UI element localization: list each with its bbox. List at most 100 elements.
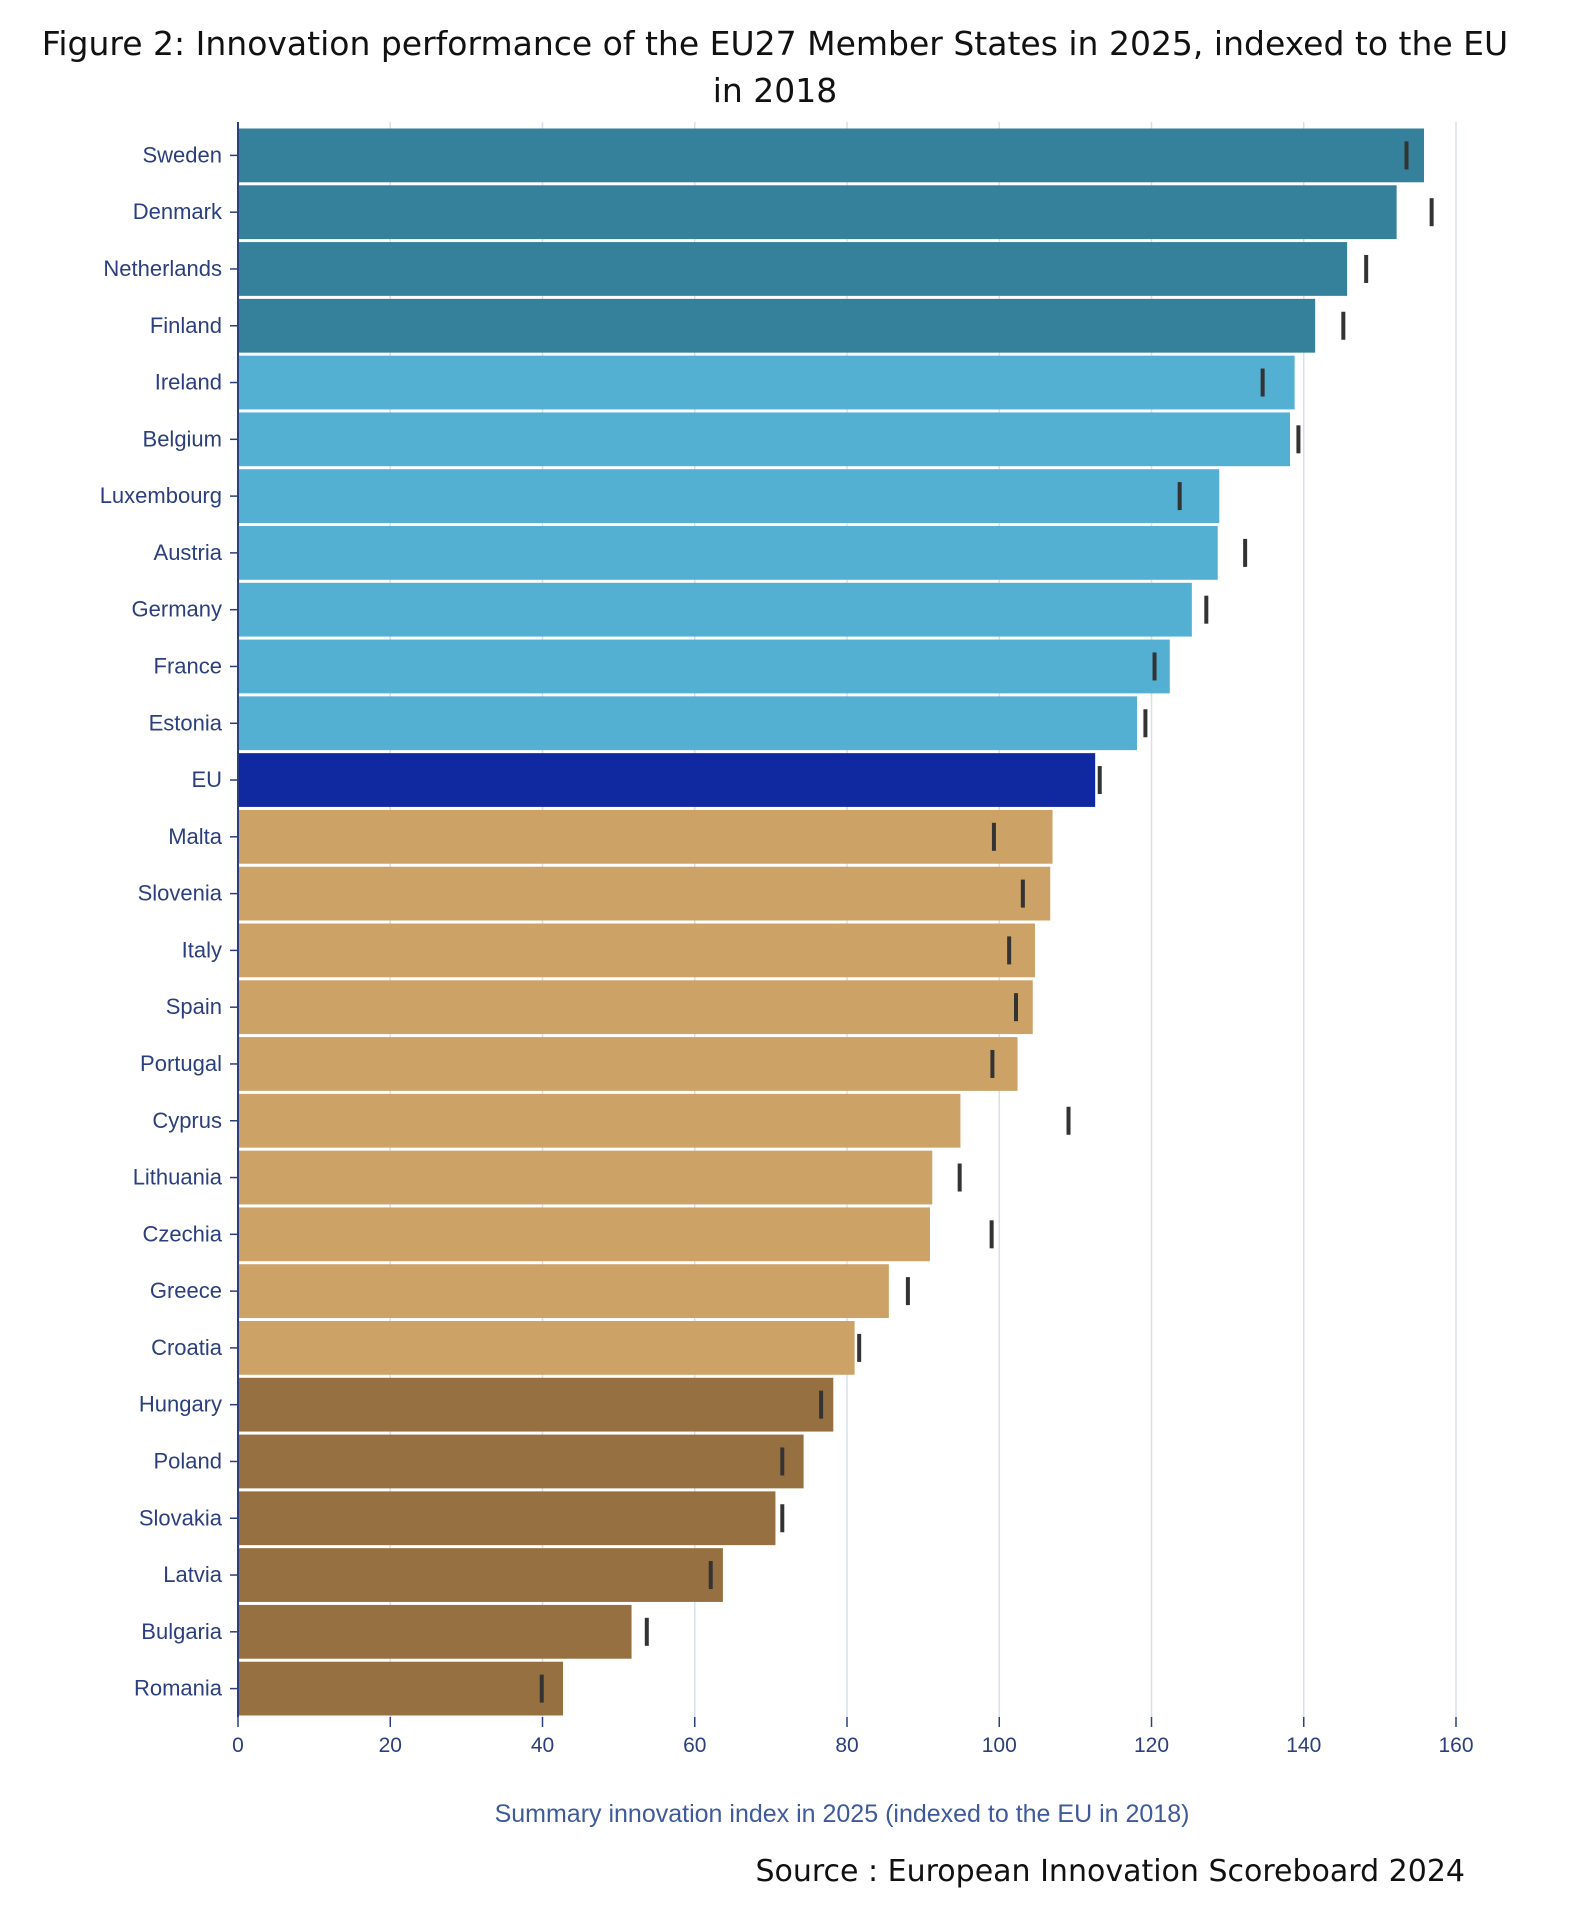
bar-finland: [238, 298, 1316, 353]
x-tick-label: 140: [1286, 1734, 1321, 1757]
bar-lithuania: [238, 1150, 933, 1205]
category-label-hungary: Hungary: [139, 1392, 222, 1417]
bar-romania: [238, 1661, 564, 1716]
category-label-italy: Italy: [182, 937, 222, 962]
x-axis-label: Summary innovation index in 2025 (indexe…: [495, 1800, 1190, 1828]
bar-france: [238, 639, 1170, 694]
category-label-sweden: Sweden: [142, 142, 222, 167]
x-tick-label: 80: [835, 1734, 858, 1757]
bar-ireland: [238, 355, 1295, 410]
marker-estonia: [1143, 709, 1148, 738]
marker-austria: [1243, 538, 1248, 567]
bar-italy: [238, 923, 1036, 978]
marker-eu: [1097, 766, 1102, 795]
source-note: Source : European Innovation Scoreboard …: [755, 1854, 1465, 1889]
bar-denmark: [238, 185, 1397, 240]
category-label-luxembourg: Luxembourg: [100, 483, 222, 508]
category-label-latvia: Latvia: [163, 1562, 222, 1587]
x-tick-label: 0: [232, 1734, 244, 1757]
x-tick-label: 20: [379, 1734, 402, 1757]
bar-poland: [238, 1434, 804, 1489]
bar-estonia: [238, 696, 1138, 751]
category-label-ireland: Ireland: [155, 370, 222, 395]
x-tick-label: 160: [1438, 1734, 1473, 1757]
bar-portugal: [238, 1037, 1018, 1091]
category-label-finland: Finland: [150, 313, 222, 338]
bar-belgium: [238, 412, 1291, 467]
category-label-greece: Greece: [150, 1278, 222, 1303]
chart-title: Figure 2: Innovation performance of the …: [41, 24, 1509, 110]
category-label-denmark: Denmark: [133, 199, 223, 224]
bar-hungary: [238, 1377, 834, 1432]
category-label-estonia: Estonia: [149, 710, 223, 735]
x-tick-label: 120: [1134, 1734, 1169, 1757]
reference-markers: [539, 141, 1434, 1703]
category-label-netherlands: Netherlands: [103, 256, 222, 281]
bar-bulgaria: [238, 1604, 632, 1659]
category-label-germany: Germany: [132, 597, 222, 622]
marker-poland: [780, 1447, 785, 1476]
category-label-slovakia: Slovakia: [139, 1505, 223, 1530]
marker-sweden: [1404, 141, 1409, 170]
x-tick-label: 100: [982, 1734, 1017, 1757]
bar-eu: [238, 753, 1096, 807]
marker-slovakia: [780, 1504, 785, 1533]
marker-romania: [539, 1674, 544, 1703]
bar-czechia: [238, 1207, 930, 1262]
marker-cyprus: [1066, 1106, 1071, 1135]
category-label-portugal: Portugal: [140, 1051, 222, 1076]
category-label-bulgaria: Bulgaria: [141, 1619, 222, 1644]
bar-greece: [238, 1264, 889, 1318]
bars: [238, 128, 1425, 1716]
category-label-lithuania: Lithuania: [133, 1165, 223, 1190]
marker-bulgaria: [644, 1617, 649, 1646]
category-label-malta: Malta: [168, 824, 223, 849]
category-label-spain: Spain: [166, 994, 222, 1019]
y-axis: Sweden Denmark Netherlands Finland Ireland Be…: [100, 122, 239, 1717]
category-label-croatia: Croatia: [151, 1335, 223, 1360]
marker-malta: [991, 822, 996, 851]
bar-croatia: [238, 1321, 855, 1375]
marker-france: [1152, 652, 1157, 681]
marker-italy: [1007, 936, 1012, 965]
bar-netherlands: [238, 242, 1348, 296]
marker-denmark: [1429, 198, 1434, 227]
bar-germany: [238, 582, 1192, 637]
category-label-cyprus: Cyprus: [152, 1108, 222, 1133]
marker-portugal: [990, 1049, 995, 1078]
x-axis: 0 20 40 60 80 100 120 140 160: [232, 1717, 1474, 1757]
bar-sweden: [238, 128, 1425, 183]
marker-czechia: [989, 1220, 994, 1249]
marker-croatia: [857, 1333, 862, 1362]
marker-lithuania: [957, 1163, 962, 1192]
marker-greece: [905, 1277, 910, 1306]
marker-luxembourg: [1177, 482, 1182, 511]
marker-latvia: [708, 1561, 713, 1590]
x-tick-label: 40: [531, 1734, 554, 1757]
bar-latvia: [238, 1548, 723, 1602]
category-label-slovenia: Slovenia: [138, 881, 223, 906]
bar-cyprus: [238, 1093, 961, 1148]
marker-belgium: [1296, 425, 1301, 454]
marker-ireland: [1260, 368, 1265, 397]
category-label-czechia: Czechia: [143, 1221, 223, 1246]
bar-slovakia: [238, 1491, 776, 1546]
bar-malta: [238, 809, 1053, 864]
bar-luxembourg: [238, 469, 1220, 523]
category-label-belgium: Belgium: [143, 426, 222, 451]
category-label-austria: Austria: [154, 540, 223, 565]
marker-slovenia: [1020, 879, 1025, 908]
category-label-poland: Poland: [153, 1448, 222, 1473]
x-tick-label: 60: [683, 1734, 706, 1757]
bar-austria: [238, 526, 1218, 580]
category-label-eu: EU: [191, 767, 222, 792]
marker-spain: [1013, 993, 1018, 1022]
category-label-france: France: [154, 653, 222, 678]
marker-hungary: [819, 1390, 824, 1419]
marker-germany: [1204, 595, 1209, 624]
bar-spain: [238, 980, 1033, 1035]
marker-netherlands: [1364, 254, 1369, 283]
marker-finland: [1341, 311, 1346, 340]
category-label-romania: Romania: [134, 1676, 223, 1701]
